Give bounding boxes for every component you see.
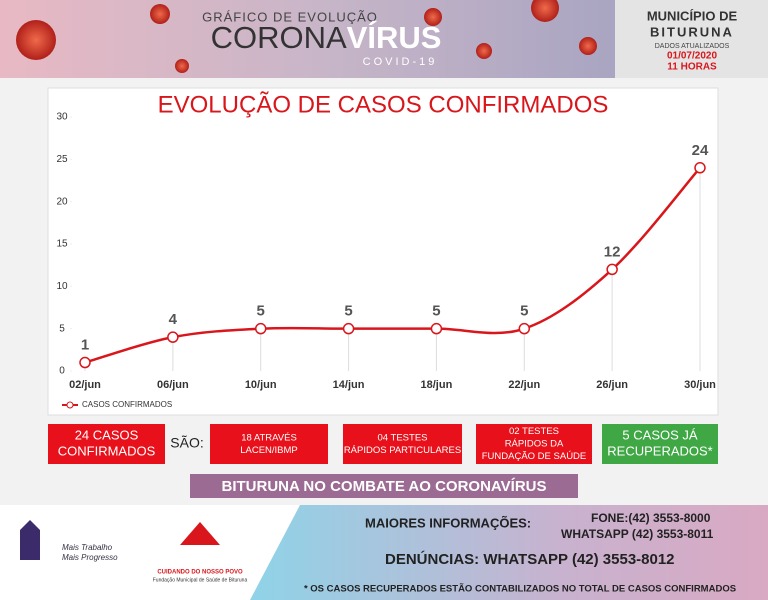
coat-of-arms	[20, 520, 40, 560]
summary-box	[210, 424, 328, 464]
update-time: 11 HORAS	[667, 62, 717, 73]
slogan-line: Mais Progresso	[62, 553, 118, 562]
x-tick-label: 26/jun	[596, 379, 628, 391]
x-tick-label: 22/jun	[508, 379, 540, 391]
data-label: 5	[432, 303, 440, 320]
summary-box	[602, 424, 718, 464]
summary-text: RÁPIDOS DA	[505, 439, 564, 450]
summary-text: 02 TESTES	[509, 426, 559, 437]
summary-text: 5 CASOS JÁ	[622, 427, 697, 442]
y-tick-label: 25	[56, 154, 68, 165]
health-org: Fundação Municipal de Saúde de Bituruna	[153, 577, 248, 583]
header-brand: CORONAVÍRUS	[211, 20, 442, 55]
data-label: 5	[257, 303, 265, 320]
point	[342, 322, 355, 335]
header-band	[0, 0, 615, 78]
point	[518, 322, 531, 335]
legend-label: CASOS CONFIRMADOS	[82, 400, 172, 409]
header-subtitle: COVID-19	[363, 56, 438, 68]
phone: FONE:(42) 3553-8000	[591, 511, 711, 525]
info-label: MAIORES INFORMAÇÕES:	[365, 515, 531, 530]
brand-bold: VÍRUS	[347, 20, 442, 55]
header-kicker: GRÁFICO DE EVOLUÇÃO	[202, 9, 378, 24]
summary-text: RÁPIDOS PARTICULARES	[344, 445, 461, 456]
point	[254, 322, 267, 335]
summary-box	[343, 424, 462, 464]
point	[694, 162, 706, 174]
summary-text: 18 ATRAVÉS	[241, 432, 297, 443]
data-label: 4	[169, 311, 178, 328]
y-tick-label: 15	[56, 239, 68, 250]
summary-text: FUNDAÇÃO DE SAÚDE	[482, 451, 587, 462]
point	[79, 356, 91, 369]
complaints: DENÚNCIAS: WHATSAPP (42) 3553-8012	[385, 550, 675, 568]
y-tick-label: 20	[56, 196, 68, 207]
y-tick-label: 30	[56, 112, 68, 123]
summary-text: 24 CASOS	[75, 427, 139, 442]
summary-text: LACEN/IBMP	[240, 445, 298, 456]
place: BITURUNA	[650, 24, 734, 39]
footer-gradient	[250, 505, 768, 600]
place-label: MUNICÍPIO DE	[647, 8, 738, 23]
point	[167, 331, 179, 343]
legend-marker	[66, 401, 74, 409]
data-label: 5	[344, 303, 352, 320]
banner: BITURUNA NO COMBATE AO CORONAVÍRUS	[222, 478, 547, 495]
y-tick-label: 0	[59, 366, 65, 377]
chart-panel	[47, 87, 719, 416]
data-label: 1	[81, 337, 89, 354]
summary-connector: SÃO:	[170, 435, 203, 451]
x-tick-label: 06/jun	[157, 379, 189, 391]
summary-box	[476, 424, 592, 464]
footnote: * OS CASOS RECUPERADOS ESTÃO CONTABILIZA…	[304, 584, 736, 595]
summary-text: RECUPERADOS*	[607, 443, 712, 458]
point	[606, 263, 618, 276]
x-tick-label: 14/jun	[333, 379, 365, 391]
health-logo-house	[180, 522, 220, 545]
point	[430, 322, 443, 335]
whatsapp: WHATSAPP (42) 3553-8011	[561, 527, 714, 541]
data-label: 12	[604, 243, 621, 260]
brand-light: CORONA	[211, 20, 347, 55]
banner-bg	[190, 474, 578, 498]
update-date: 01/07/2020	[667, 51, 717, 62]
health-logo: CUIDANDO DO NOSSO POVO	[157, 570, 243, 576]
y-tick-label: 10	[56, 281, 68, 292]
x-tick-label: 18/jun	[421, 379, 453, 391]
data-label: 5	[520, 303, 528, 320]
virus-decoration	[16, 0, 597, 73]
x-tick-label: 30/jun	[684, 379, 716, 391]
summary-box	[48, 424, 165, 464]
summary-text: 04 TESTES	[378, 432, 428, 443]
x-tick-label: 10/jun	[245, 379, 277, 391]
slogan-line: Mais Trabalho	[62, 543, 113, 552]
info-box	[615, 0, 768, 78]
x-tick-label: 02/jun	[69, 379, 101, 391]
data-label: 24	[692, 142, 709, 159]
updated-label: DADOS ATUALIZADOS	[655, 43, 730, 50]
y-tick-label: 5	[59, 323, 65, 334]
chart-title: EVOLUÇÃO DE CASOS CONFIRMADOS	[158, 91, 609, 118]
summary-text: CONFIRMADOS	[58, 443, 156, 458]
